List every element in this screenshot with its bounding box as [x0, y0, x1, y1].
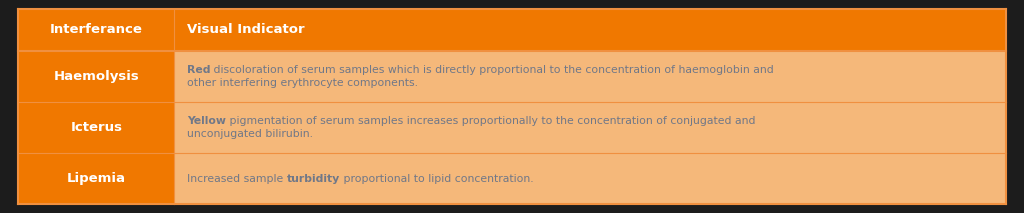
Text: Increased sample: Increased sample: [186, 174, 287, 184]
Text: Icterus: Icterus: [71, 121, 123, 134]
Bar: [18, 102, 174, 153]
Text: Interferance: Interferance: [50, 23, 143, 36]
Text: Lipemia: Lipemia: [67, 172, 126, 185]
Text: proportional to lipid concentration.: proportional to lipid concentration.: [340, 174, 534, 184]
Text: Visual Indicator: Visual Indicator: [186, 23, 304, 36]
Bar: [18, 153, 174, 204]
Text: turbidity: turbidity: [287, 174, 340, 184]
Text: other interfering erythrocyte components.: other interfering erythrocyte components…: [186, 78, 418, 88]
Bar: [18, 51, 174, 102]
Bar: [174, 153, 1006, 204]
Bar: [174, 102, 1006, 153]
Text: Haemolysis: Haemolysis: [53, 70, 139, 83]
Text: pigmentation of serum samples increases proportionally to the concentration of c: pigmentation of serum samples increases …: [225, 116, 755, 126]
Text: discoloration of serum samples which is directly proportional to the concentrati: discoloration of serum samples which is …: [210, 65, 774, 75]
Text: unconjugated bilirubin.: unconjugated bilirubin.: [186, 129, 312, 139]
Bar: [18, 9, 174, 51]
Bar: [174, 51, 1006, 102]
Text: Yellow: Yellow: [186, 116, 225, 126]
Bar: [174, 9, 1006, 51]
Text: Red: Red: [186, 65, 210, 75]
